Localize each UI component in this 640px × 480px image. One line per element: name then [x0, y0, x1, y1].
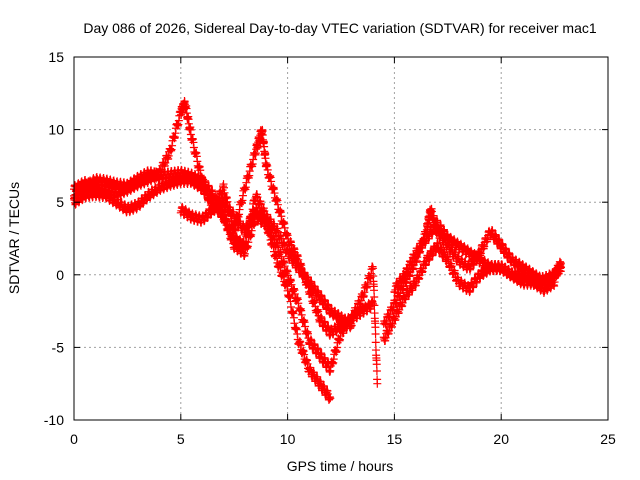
- chart-title: Day 086 of 2026, Sidereal Day-to-day VTE…: [83, 20, 596, 36]
- y-tick-label: -10: [44, 412, 64, 428]
- data-points: [70, 97, 566, 404]
- data-point: [372, 360, 381, 369]
- series-track-4: [176, 194, 382, 388]
- x-tick-label: 5: [177, 431, 185, 447]
- data-point: [326, 394, 335, 403]
- x-tick-label: 10: [280, 431, 296, 447]
- data-point: [557, 263, 566, 272]
- data-point: [371, 323, 380, 332]
- axis-ticks: [73, 56, 609, 421]
- x-axis-label: GPS time / hours: [287, 458, 394, 474]
- data-point: [371, 329, 380, 338]
- y-tick-label: 5: [56, 194, 64, 210]
- y-axis-label: SDTVAR / TECUs: [6, 182, 22, 294]
- x-tick-label: 15: [387, 431, 403, 447]
- x-tick-labels: 0 5 10 15 20 25: [70, 431, 616, 447]
- series-track-7: [390, 216, 559, 297]
- data-point: [371, 338, 380, 347]
- data-point: [369, 264, 378, 273]
- plot-frame: [73, 56, 609, 421]
- x-tick-label: 20: [493, 431, 509, 447]
- y-tick-label: 15: [48, 49, 64, 65]
- y-tick-label: 10: [48, 122, 64, 138]
- data-point: [372, 366, 381, 375]
- data-point: [369, 299, 378, 308]
- x-tick-label: 0: [70, 431, 78, 447]
- y-tick-label: 0: [56, 267, 64, 283]
- data-point: [373, 379, 382, 388]
- x-tick-label: 25: [600, 431, 616, 447]
- data-point: [370, 301, 379, 310]
- data-point: [370, 292, 379, 301]
- y-tick-labels: -10 -5 0 5 10 15: [44, 49, 64, 428]
- y-tick-label: -5: [52, 339, 65, 355]
- data-point: [550, 278, 559, 287]
